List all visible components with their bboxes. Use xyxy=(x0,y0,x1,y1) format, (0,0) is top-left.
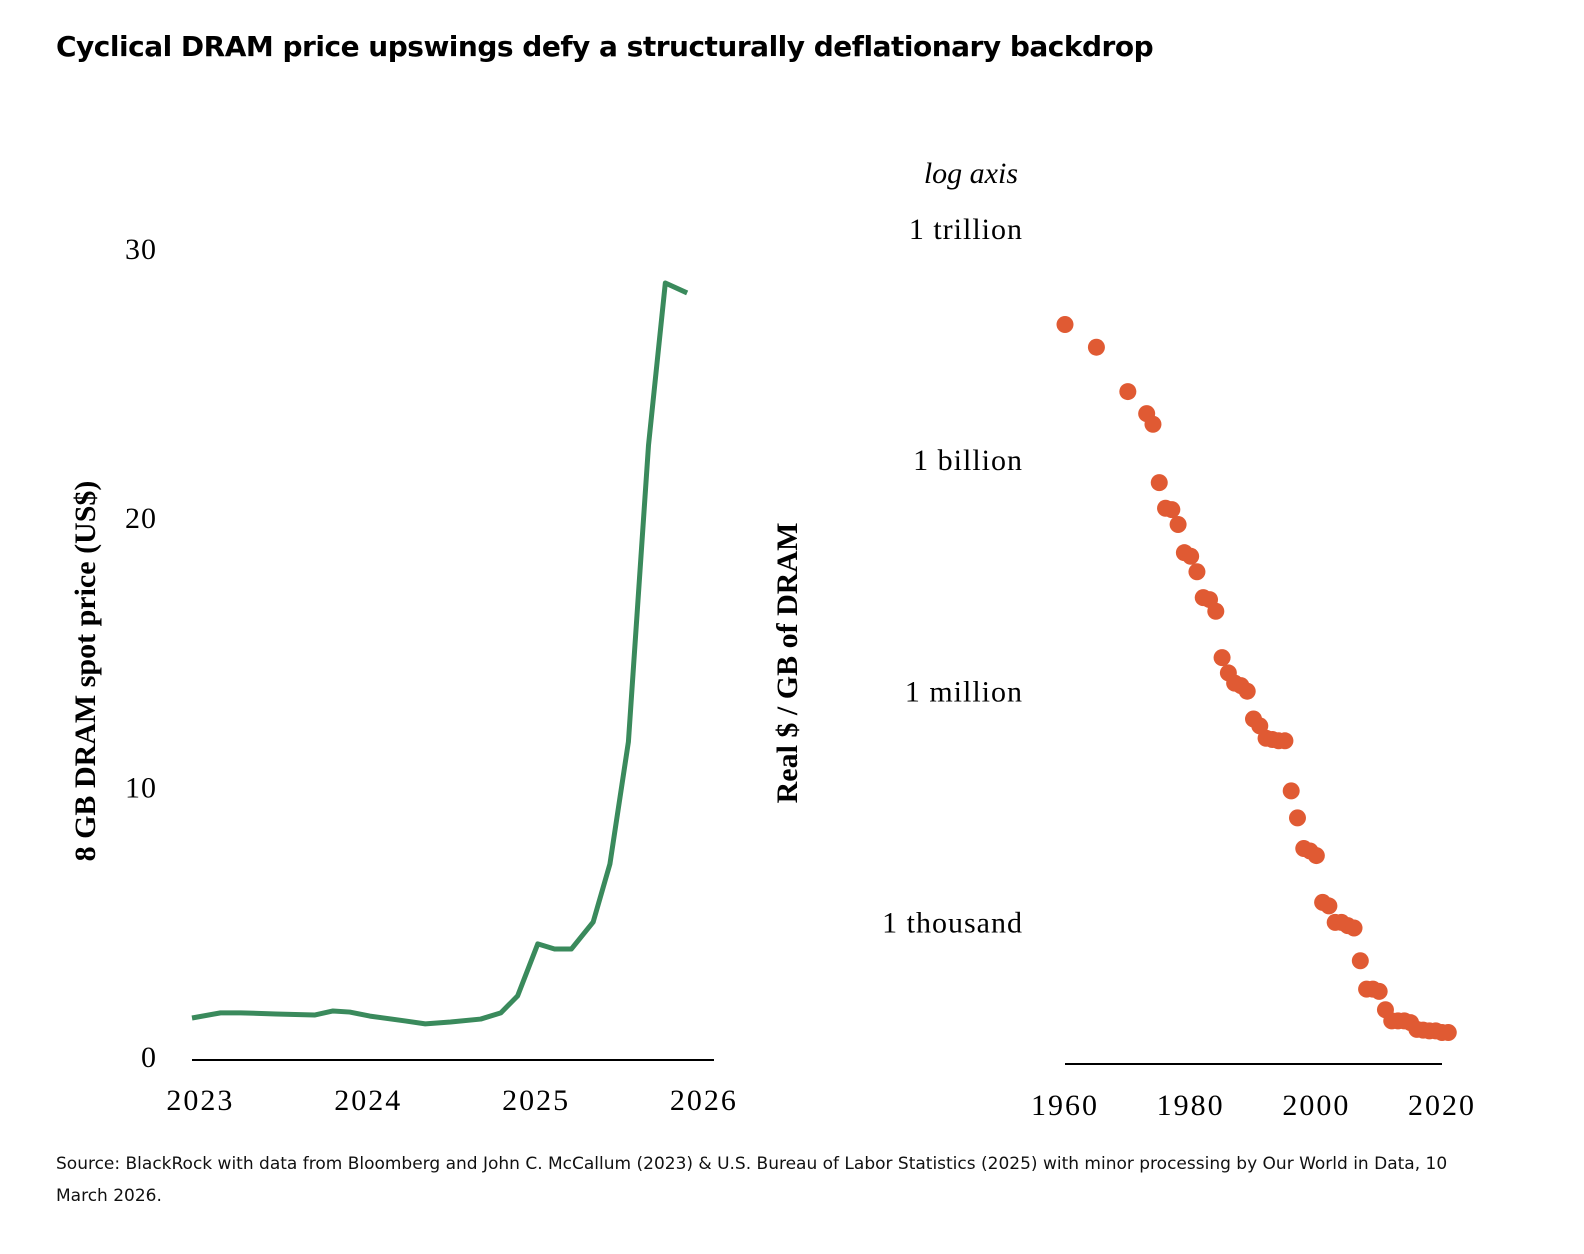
x-tick-label: 2000 xyxy=(1282,1089,1350,1122)
y-axis-label: 8 GB DRAM spot price (US$) xyxy=(69,481,102,862)
data-point xyxy=(1119,383,1137,401)
data-point xyxy=(1188,563,1206,581)
chart: 0 10 20 30 2023 2024 2025 2026 8 GB DRAM spot pr… xyxy=(69,157,1476,1122)
x-tick-label: 2020 xyxy=(1408,1089,1476,1122)
y-tick-label: 0 xyxy=(141,1041,157,1074)
y-axis-label: Real $ / GB of DRAM xyxy=(771,523,804,804)
data-point xyxy=(1439,1024,1457,1042)
data-point xyxy=(1288,809,1306,827)
data-point xyxy=(1370,982,1388,1000)
data-point xyxy=(1150,474,1168,492)
y-tick-label: 1 trillion xyxy=(909,213,1023,246)
x-tick-label: 2025 xyxy=(502,1084,570,1117)
x-tick-label: 2026 xyxy=(670,1084,738,1117)
x-tick-label: 1960 xyxy=(1031,1089,1099,1122)
y-tick-label: 20 xyxy=(125,502,157,535)
data-point xyxy=(1207,602,1225,620)
y-tick-label: 1 billion xyxy=(913,444,1023,477)
data-point xyxy=(1282,782,1300,800)
source-note: Source: BlackRock with data from Bloombe… xyxy=(56,1154,1448,1206)
data-point xyxy=(1182,547,1200,565)
data-point xyxy=(1276,732,1294,750)
y-tick-label: 10 xyxy=(125,772,157,805)
data-point xyxy=(1238,682,1256,700)
axis-note: log axis xyxy=(924,157,1018,190)
x-tick-label: 2023 xyxy=(166,1084,234,1117)
y-tick-label: 30 xyxy=(125,233,157,266)
x-tick-label: 1980 xyxy=(1157,1089,1225,1122)
data-point xyxy=(1345,919,1363,937)
y-tick-label: 1 million xyxy=(905,675,1023,708)
data-point xyxy=(1144,415,1162,433)
data-point xyxy=(1163,501,1181,519)
data-point xyxy=(1056,316,1074,334)
y-tick-label: 1 thousand xyxy=(882,906,1023,939)
data-point xyxy=(1320,897,1338,915)
data-point xyxy=(1213,649,1231,667)
data-point xyxy=(1351,952,1369,970)
data-line xyxy=(191,280,689,1027)
x-tick-label: 2024 xyxy=(334,1084,402,1117)
data-point xyxy=(1307,847,1325,865)
data-point xyxy=(1087,338,1105,356)
data-point xyxy=(1169,516,1187,534)
chart-title: Cyclical DRAM price upswings defy a stru… xyxy=(56,30,1154,63)
